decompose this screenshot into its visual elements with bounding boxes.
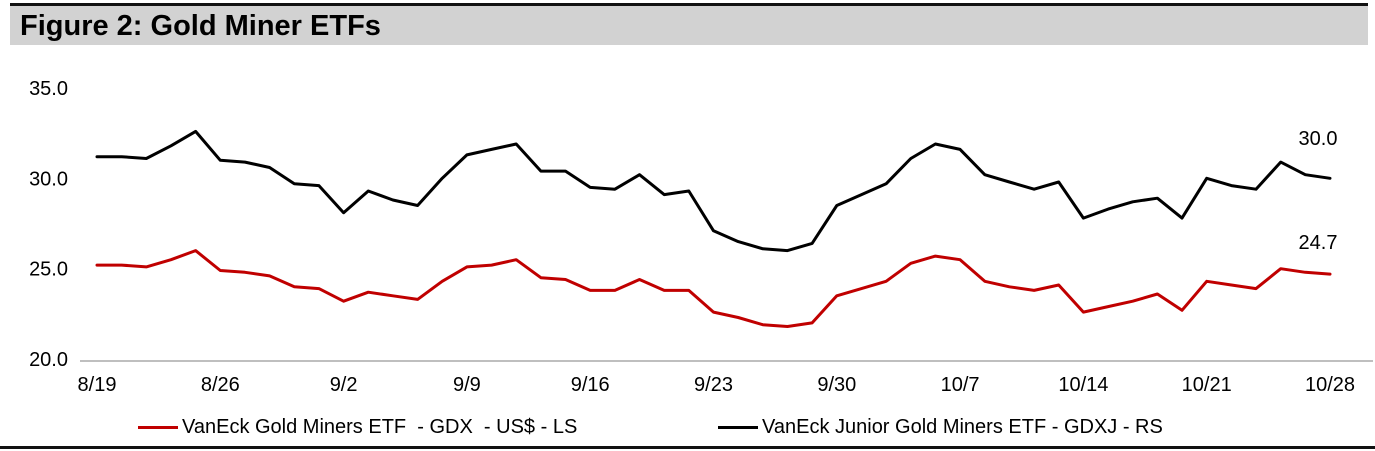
x-axis-label: 10/14 bbox=[1058, 374, 1108, 396]
x-axis-label: 8/26 bbox=[201, 374, 240, 396]
x-axis-label: 9/23 bbox=[694, 374, 733, 396]
gdx-line bbox=[95, 249, 1332, 328]
y-axis-label: 20.0 bbox=[29, 349, 68, 371]
x-axis-label: 10/28 bbox=[1305, 374, 1355, 396]
legend-item-gdx: VanEck Gold Miners ETF - GDX - US$ - LS bbox=[138, 412, 577, 442]
x-axis-label: 9/2 bbox=[330, 374, 358, 396]
gdx-line-swatch bbox=[138, 425, 178, 429]
chart-area: 35.0 30.0 25.0 20.0 8/19 8/26 9/2 9/9 9/16 9/23 9/… bbox=[0, 60, 1375, 405]
x-axis-label: 10/7 bbox=[941, 374, 980, 396]
gdxj-legend-label: VanEck Junior Gold Miners ETF - GDXJ - R… bbox=[762, 415, 1163, 438]
legend-item-gdxj: VanEck Junior Gold Miners ETF - GDXJ - R… bbox=[718, 412, 1163, 442]
figure-title-bar: Figure 2: Gold Miner ETFs bbox=[10, 3, 1368, 45]
gdxj-line bbox=[95, 129, 1332, 253]
figure-title: Figure 2: Gold Miner ETFs bbox=[20, 10, 381, 42]
x-axis-label: 8/19 bbox=[78, 374, 117, 396]
end-label-gdx: 24.7 bbox=[1298, 232, 1338, 254]
gdxj-line-swatch bbox=[718, 425, 758, 429]
gdx-legend-label: VanEck Gold Miners ETF - GDX - US$ - LS bbox=[182, 415, 578, 438]
x-axis-label: 10/21 bbox=[1182, 374, 1232, 396]
y-axis-label: 25.0 bbox=[29, 259, 68, 281]
x-axis-label: 9/9 bbox=[453, 374, 481, 396]
bottom-border bbox=[0, 446, 1375, 449]
end-label-gdxj: 30.0 bbox=[1298, 128, 1338, 150]
y-axis-label: 30.0 bbox=[29, 168, 68, 190]
y-axis-label: 35.0 bbox=[29, 78, 68, 100]
chart-legend: VanEck Gold Miners ETF - GDX - US$ - LS … bbox=[0, 412, 1375, 442]
x-axis-label: 9/16 bbox=[571, 374, 610, 396]
chart-svg: 35.0 30.0 25.0 20.0 8/19 8/26 9/2 9/9 9/16 9/23 9/… bbox=[29, 78, 1373, 396]
x-axis-label: 9/30 bbox=[817, 374, 856, 396]
